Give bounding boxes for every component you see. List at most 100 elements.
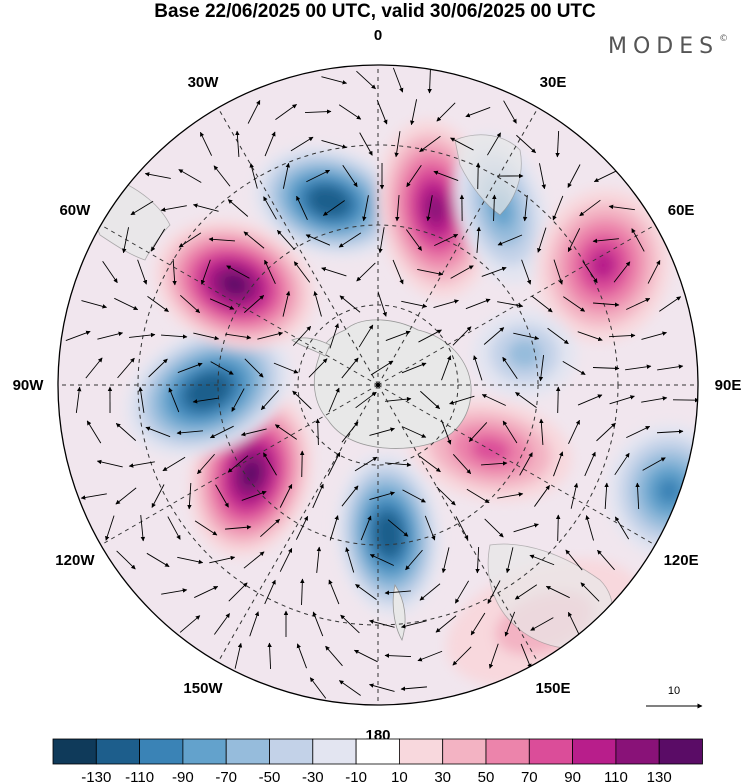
wind-arrow (177, 556, 204, 565)
wind-arrow (516, 134, 536, 154)
wind-arrow (570, 482, 579, 509)
wind-arrow (150, 228, 166, 252)
colorbar-label: -90 (172, 769, 194, 783)
wind-arrow (567, 611, 581, 636)
meridian-label: 30E (540, 74, 567, 91)
wind-arrow (401, 300, 428, 309)
wind-arrow (209, 555, 236, 564)
wind-arrow (608, 333, 636, 338)
wind-arrow (470, 612, 486, 636)
wind-arrow (513, 523, 539, 533)
wind-arrow (656, 429, 684, 434)
wind-arrow (97, 331, 124, 340)
anomaly-centre (535, 188, 671, 343)
wind-arrow (160, 205, 187, 212)
wind-arrow (519, 452, 533, 476)
wind-arrow (358, 324, 374, 348)
wind-arrow (514, 584, 538, 600)
wind-arrow (321, 139, 347, 149)
wind-arrow (608, 204, 635, 211)
wind-arrow (228, 582, 248, 602)
wind-arrow (401, 362, 427, 374)
wind-arrow (449, 395, 475, 405)
wind-arrow (553, 259, 563, 285)
wind-arrow (384, 590, 411, 595)
wind-arrow (613, 261, 631, 283)
wind-arrow (116, 550, 136, 570)
wind-arrow (290, 136, 314, 152)
anomaly-contour (196, 381, 220, 401)
wind-arrow (249, 163, 258, 189)
wind-arrow (497, 301, 524, 308)
wind-arrow (322, 200, 345, 216)
anomaly-centre (607, 424, 698, 559)
wind-arrow (400, 686, 427, 692)
wind-arrow (553, 451, 564, 477)
wind-arrow (475, 546, 480, 574)
colorbar-swatch (572, 738, 617, 765)
wind-arrow (452, 646, 472, 666)
wind-arrow (130, 200, 154, 216)
wind-arrow (626, 425, 651, 439)
wind-arrow (172, 258, 177, 286)
wind-arrow (225, 333, 252, 340)
reference-vector-label: 10 (668, 685, 680, 697)
wind-arrow (308, 358, 328, 378)
wind-arrow (376, 99, 388, 125)
wind-arrow (199, 131, 213, 156)
wind-arrow (325, 645, 343, 667)
wind-arrow (282, 162, 291, 189)
wind-arrow (147, 295, 169, 313)
anomaly-centre (154, 219, 315, 350)
wind-arrow (529, 554, 555, 566)
wind-arrow (476, 226, 481, 253)
wind-arrow (534, 485, 550, 507)
colorbar-swatch (615, 738, 660, 765)
wind-arrow (145, 426, 171, 438)
reference-vector: 10 (646, 685, 703, 709)
wind-vectors (65, 66, 698, 699)
wind-arrow (392, 259, 404, 285)
wind-arrow (178, 169, 202, 183)
wind-arrow (292, 390, 312, 410)
wind-arrow (405, 549, 423, 571)
wind-arrow (200, 259, 211, 285)
wind-arrow (475, 162, 481, 190)
wind-arrow (168, 387, 180, 413)
wind-arrow (450, 265, 474, 279)
wind-arrow (492, 194, 497, 222)
wind-arrow (552, 195, 564, 221)
wind-arrow (567, 164, 581, 188)
wind-arrow (435, 615, 457, 633)
wind-arrow (338, 232, 362, 248)
wind-arrow (487, 132, 501, 156)
wind-arrow (577, 331, 603, 342)
wind-arrow (395, 195, 400, 222)
wind-arrow (208, 237, 235, 242)
wind-arrow (481, 394, 506, 406)
wind-arrow (299, 450, 305, 478)
colorbar-label: 30 (434, 769, 451, 783)
colorbar-swatch (442, 738, 487, 765)
wind-arrow (235, 130, 240, 157)
meridian-label: 150E (535, 680, 570, 697)
colorbar-label: -70 (215, 769, 237, 783)
wind-arrow (410, 99, 418, 126)
colorbar-label: 70 (521, 769, 538, 783)
wind-arrow (279, 483, 293, 508)
wind-arrow (563, 296, 586, 312)
wind-arrow (555, 386, 561, 414)
meridian-label: 60E (668, 202, 695, 219)
wind-arrow (353, 649, 378, 663)
colorbar-label: -110 (125, 769, 154, 783)
wind-arrow (555, 514, 561, 542)
wind-arrow (419, 583, 441, 601)
wind-arrow (417, 650, 443, 662)
colorbar-swatch (139, 738, 184, 765)
wind-arrow (441, 355, 452, 381)
wind-arrow (609, 395, 635, 405)
wind-arrow (537, 227, 547, 253)
wind-arrow (140, 515, 146, 542)
wind-arrow (226, 265, 250, 279)
meridian-label: 30W (188, 74, 220, 91)
